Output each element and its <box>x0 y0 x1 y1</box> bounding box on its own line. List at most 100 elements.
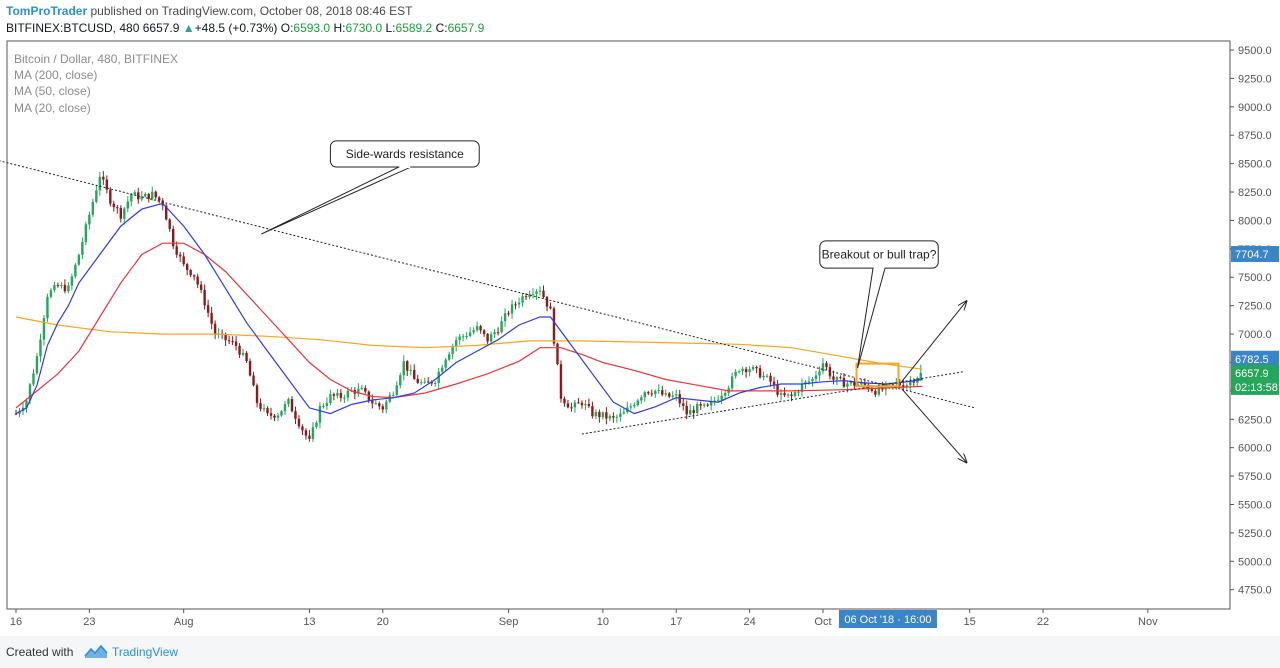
author-link[interactable]: TomProTrader <box>6 4 88 18</box>
candle-body <box>346 390 350 398</box>
candle-body <box>140 196 143 200</box>
legend-symbol: Bitcoin / Dollar, 480, BITFINEX <box>14 52 179 66</box>
candle-body <box>49 290 53 297</box>
candle-body <box>559 364 563 399</box>
candle-body <box>825 363 828 368</box>
candle-body <box>255 385 259 404</box>
candle-body <box>741 368 744 372</box>
low-value: 6589.2 <box>395 21 433 35</box>
candle-body <box>482 330 486 334</box>
y-tick-label: 8750.0 <box>1238 130 1272 142</box>
y-tick-label: 4750.0 <box>1238 585 1272 597</box>
candle-body <box>605 412 608 419</box>
candle-body <box>818 371 821 376</box>
candle-body <box>84 224 88 242</box>
candle-body <box>126 201 129 209</box>
candle-body <box>584 403 587 406</box>
candle-body <box>25 400 28 408</box>
candle-body <box>682 403 685 406</box>
tradingview-logo-icon[interactable] <box>84 644 108 660</box>
candle-body <box>905 385 908 388</box>
candle-body <box>32 373 35 385</box>
candle-body <box>336 392 339 396</box>
candle-body <box>790 394 793 396</box>
candle-body <box>461 336 465 338</box>
candle-body <box>531 294 535 296</box>
candle-body <box>241 352 245 355</box>
candle-body <box>661 390 664 395</box>
candle-body <box>224 333 227 341</box>
candle-body <box>856 384 860 386</box>
candle-body <box>706 404 709 406</box>
candle-body <box>496 332 500 334</box>
y-tick-label: 9000.0 <box>1238 102 1272 114</box>
candle-body <box>804 381 807 384</box>
candle-body <box>786 394 790 396</box>
y-tick-label: 9500.0 <box>1238 45 1272 57</box>
candle-body <box>332 394 336 396</box>
candle-body <box>751 367 755 370</box>
candle-body <box>650 393 653 395</box>
candle-body <box>479 326 482 331</box>
crosshair-time-bg <box>838 610 937 628</box>
candle-body <box>329 394 332 404</box>
candle-body <box>262 408 266 410</box>
candle-body <box>378 403 381 407</box>
callout-text: Side-wards resistance <box>346 147 464 161</box>
y-tick-label: 8000.0 <box>1238 215 1272 227</box>
y-tick-label: 5250.0 <box>1238 528 1272 540</box>
candle-body <box>406 361 409 371</box>
candle-body <box>119 207 122 219</box>
chart-legend: Bitcoin / Dollar, 480, BITFINEX MA (200,… <box>14 51 178 116</box>
close-label: C: <box>435 21 448 35</box>
candle-body <box>447 354 451 360</box>
candle-body <box>168 219 171 229</box>
high-value: 6730.0 <box>345 21 383 35</box>
candle-body <box>912 381 915 383</box>
tradingview-link[interactable]: TradingView <box>112 645 179 659</box>
candle-body <box>454 340 458 347</box>
candle-body <box>510 304 514 314</box>
publish-text: published on TradingView.com, October 08… <box>90 4 413 18</box>
candle-body <box>807 381 811 383</box>
candle-body <box>290 399 294 412</box>
price-chart[interactable]: 9500.0 9250.0 9000.0 8750.0 8500.0 8250.0 8000… <box>0 40 1280 636</box>
crosshair-time-label: 06 Oct '18 · 16:00 <box>844 614 931 626</box>
candle-body <box>360 387 364 389</box>
y-tick-label: 9250.0 <box>1238 73 1272 85</box>
candle-body <box>556 343 559 365</box>
candle-body <box>573 402 577 408</box>
candle-body <box>811 378 814 382</box>
candle-body <box>56 285 60 287</box>
candle-body <box>322 405 325 407</box>
candle-body <box>835 377 839 380</box>
candle-body <box>28 384 32 401</box>
candle-body <box>472 330 475 333</box>
candle-body <box>199 284 203 290</box>
candle-body <box>88 214 91 225</box>
y-tick-label: 7250.0 <box>1238 301 1272 313</box>
candle-body <box>702 404 706 406</box>
candle-body <box>507 313 510 315</box>
candle-body <box>147 193 150 199</box>
candle-body <box>528 294 531 298</box>
candle-body <box>413 369 416 379</box>
y-tick-label: 8500.0 <box>1238 159 1272 171</box>
x-tick-label: 15 <box>964 616 976 628</box>
candle-body <box>116 207 119 209</box>
y-tick-label: 5000.0 <box>1238 556 1272 568</box>
up-arrow-icon: ▲ <box>182 21 195 35</box>
candle-body <box>109 189 112 204</box>
candle-body <box>238 345 241 355</box>
candle-body <box>67 285 70 292</box>
candle-body <box>793 392 797 396</box>
candle-body <box>231 341 234 343</box>
candle-body <box>374 403 378 405</box>
symbol: BITFINEX:BTCUSD, 480 <box>6 21 140 35</box>
candle-body <box>535 291 538 295</box>
candle-body <box>839 377 842 379</box>
x-tick-label: 22 <box>1037 616 1049 628</box>
candle-body <box>828 367 832 377</box>
candle-body <box>783 393 786 396</box>
candle-body <box>552 308 556 344</box>
